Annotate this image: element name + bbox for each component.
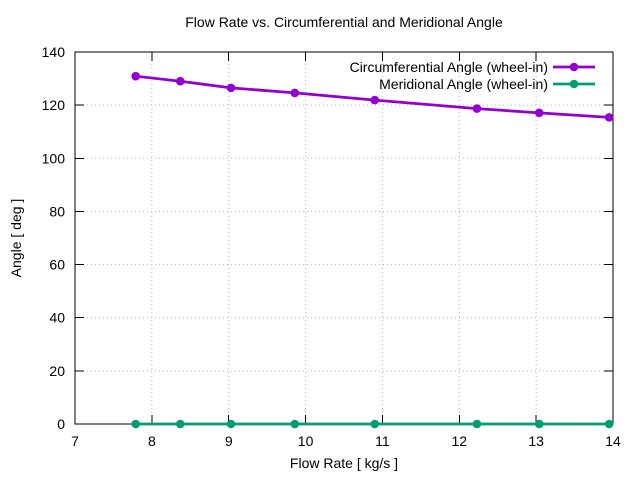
x-tick-label: 7 <box>71 433 79 449</box>
y-tick-label: 120 <box>42 97 66 113</box>
data-point-meridional-angle <box>175 419 185 429</box>
y-tick-label: 140 <box>42 44 66 60</box>
data-point-circumferential-angle <box>370 95 380 105</box>
x-tick-label: 8 <box>148 433 156 449</box>
x-tick-label: 12 <box>451 433 467 449</box>
series-line-circumferential-angle <box>134 74 611 119</box>
tick-layer <box>74 51 614 425</box>
y-tick-label: 40 <box>49 310 65 326</box>
data-point-meridional-angle <box>472 419 482 429</box>
x-tick-label: 9 <box>225 433 233 449</box>
legend: Circumferential Angle (wheel-in) Meridio… <box>350 59 595 92</box>
chart-title: Flow Rate vs. Circumferential and Meridi… <box>185 14 503 30</box>
x-axis-label: Flow Rate [ kg/s ] <box>290 455 398 471</box>
legend-label-circumferential: Circumferential Angle (wheel-in) <box>350 59 548 75</box>
data-point-circumferential-angle <box>534 108 544 118</box>
data-point-circumferential-angle <box>290 88 300 98</box>
x-tick-label: 13 <box>528 433 544 449</box>
plot-border <box>74 51 614 425</box>
y-tick-label: 60 <box>49 257 65 273</box>
data-point-meridional-angle <box>131 419 141 429</box>
legend-sample-marker-circumferential <box>569 62 579 72</box>
data-point-circumferential-angle <box>131 71 141 81</box>
legend-sample-marker-meridional <box>569 79 579 89</box>
data-point-meridional-angle <box>534 419 544 429</box>
y-tick-label: 100 <box>42 150 66 166</box>
y-tick-label: 20 <box>49 363 65 379</box>
legend-entry-meridional: Meridional Angle (wheel-in) <box>379 76 595 92</box>
y-tick-label: 0 <box>57 416 65 432</box>
data-point-circumferential-angle <box>226 83 236 93</box>
data-point-circumferential-angle <box>472 104 482 113</box>
y-axis-label: Angle [ deg ] <box>8 199 24 278</box>
data-point-meridional-angle <box>370 419 380 429</box>
x-tick-label: 10 <box>298 433 314 449</box>
y-tick-label: 80 <box>49 203 65 219</box>
legend-entry-circumferential: Circumferential Angle (wheel-in) <box>350 59 595 75</box>
x-tick-label: 11 <box>375 433 390 449</box>
series-layer <box>131 71 614 429</box>
x-tick-label: 14 <box>605 433 621 449</box>
legend-label-meridional: Meridional Angle (wheel-in) <box>379 76 548 92</box>
data-point-meridional-angle <box>290 419 300 429</box>
data-point-meridional-angle <box>226 419 236 429</box>
data-point-meridional-angle <box>604 419 614 429</box>
grid-layer <box>75 52 613 424</box>
data-point-circumferential-angle <box>604 113 614 122</box>
data-point-circumferential-angle <box>175 76 185 86</box>
